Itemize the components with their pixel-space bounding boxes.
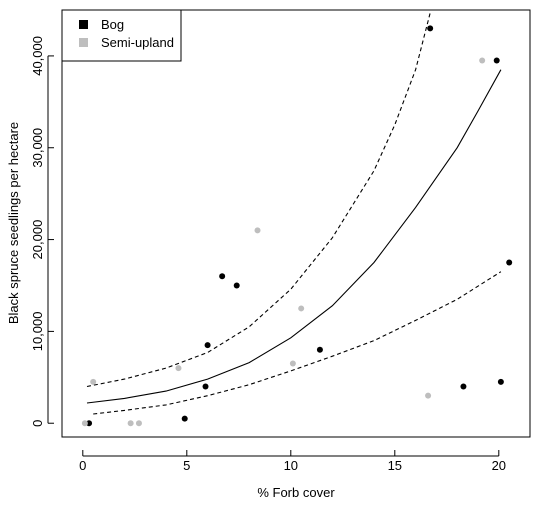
y-tick-label: 40,000 bbox=[30, 36, 45, 76]
point-bog bbox=[219, 273, 226, 280]
legend-label-semi-upland: Semi-upland bbox=[101, 35, 174, 50]
point-bog bbox=[204, 342, 211, 349]
x-tick-label: 0 bbox=[79, 458, 86, 473]
legend-label-bog: Bog bbox=[101, 17, 124, 32]
y-tick-label: 30,000 bbox=[30, 128, 45, 168]
x-tick-label: 5 bbox=[183, 458, 190, 473]
y-tick-label: 20,000 bbox=[30, 220, 45, 260]
data-points bbox=[81, 25, 513, 427]
fit-lines bbox=[86, 12, 502, 415]
point-bog bbox=[86, 420, 93, 427]
x-tick-label: 10 bbox=[284, 458, 298, 473]
legend-swatch-semi-upland bbox=[79, 38, 88, 47]
lower-bound-line bbox=[93, 271, 502, 415]
x-tick-label: 20 bbox=[492, 458, 506, 473]
point-bog bbox=[427, 25, 434, 32]
y-axis: 0 10,000 20,000 30,000 40,000 bbox=[30, 36, 54, 427]
point-bog bbox=[316, 346, 323, 353]
y-axis-title: Black spruce seedlings per hectare bbox=[6, 122, 21, 324]
point-semi-upland bbox=[254, 227, 261, 234]
point-bog bbox=[460, 383, 467, 390]
plot-frame bbox=[61, 9, 531, 438]
legend: Bog Semi-upland bbox=[61, 9, 182, 62]
point-semi-upland bbox=[298, 305, 305, 312]
point-semi-upland bbox=[175, 365, 182, 372]
point-bog bbox=[497, 378, 504, 385]
y-tick-label: 10,000 bbox=[30, 312, 45, 352]
point-semi-upland bbox=[81, 420, 88, 427]
x-axis: 0 5 10 15 20 bbox=[79, 450, 506, 473]
x-axis-title: % Forb cover bbox=[257, 485, 335, 500]
point-bog bbox=[202, 383, 209, 390]
point-bog bbox=[493, 57, 500, 64]
point-bog bbox=[506, 259, 513, 266]
point-bog bbox=[181, 415, 188, 422]
point-semi-upland bbox=[289, 360, 296, 367]
legend-box bbox=[61, 9, 182, 62]
legend-swatch-bog bbox=[79, 20, 88, 29]
fitted-line bbox=[86, 69, 502, 404]
upper-bound-line bbox=[86, 12, 431, 388]
point-semi-upland bbox=[90, 378, 97, 385]
point-semi-upland bbox=[479, 57, 486, 64]
point-semi-upland bbox=[135, 420, 142, 427]
point-bog bbox=[233, 282, 240, 289]
point-semi-upland bbox=[127, 420, 134, 427]
x-tick-label: 15 bbox=[388, 458, 402, 473]
point-semi-upland bbox=[425, 392, 432, 399]
y-tick-label: 0 bbox=[30, 420, 45, 427]
